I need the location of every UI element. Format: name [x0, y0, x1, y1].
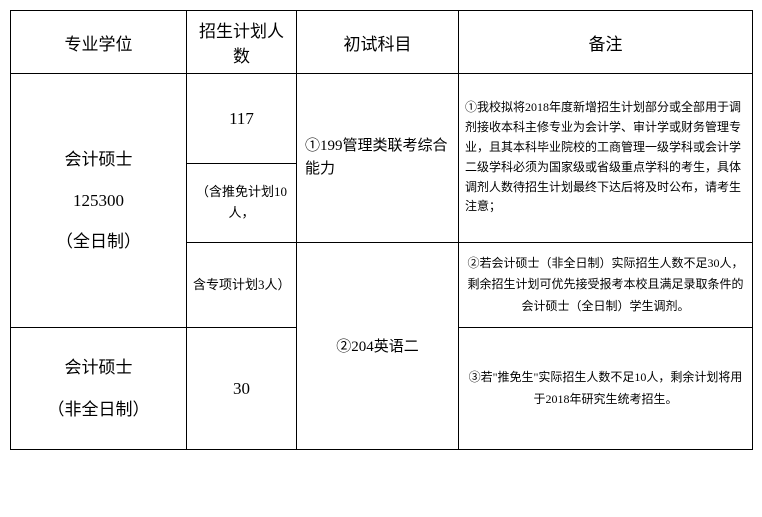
note-1: ①我校拟将2018年度新增招生计划部分或全部用于调剂接收本科主修专业为会计学、审…: [459, 74, 753, 243]
degree-fulltime-cell: 会计硕士 125300 （全日制）: [11, 74, 187, 328]
degree-mode-parttime: （非全日制）: [17, 396, 180, 423]
plan-tuimian: （含推免计划10人，: [187, 164, 297, 243]
degree-mode-fulltime: （全日制）: [17, 228, 180, 255]
plan-special: 含专项计划3人）: [187, 242, 297, 328]
header-degree: 专业学位: [11, 11, 187, 74]
exam-subject-1: ①199管理类联考综合能力: [297, 74, 459, 243]
degree-code: 125300: [17, 187, 180, 214]
table-header-row: 专业学位 招生计划人数 初试科目 备注: [11, 11, 753, 74]
header-plan: 招生计划人数: [187, 11, 297, 74]
plan-count-117: 117: [187, 74, 297, 164]
exam-subject-2: ②204英语二: [297, 242, 459, 449]
note-2: ②若会计硕士（非全日制）实际招生人数不足30人，剩余招生计划可优先接受报考本校且…: [459, 242, 753, 328]
degree-name-1: 会计硕士: [17, 146, 180, 173]
table-row: 会计硕士 125300 （全日制） 117 ①199管理类联考综合能力 ①我校拟…: [11, 74, 753, 164]
note-3: ③若"推免生"实际招生人数不足10人，剩余计划将用于2018年研究生统考招生。: [459, 328, 753, 449]
plan-count-30: 30: [187, 328, 297, 449]
header-note: 备注: [459, 11, 753, 74]
degree-name-2: 会计硕士: [17, 354, 180, 381]
header-exam: 初试科目: [297, 11, 459, 74]
degree-parttime-cell: 会计硕士 （非全日制）: [11, 328, 187, 449]
admission-table: 专业学位 招生计划人数 初试科目 备注 会计硕士 125300 （全日制） 11…: [10, 10, 753, 450]
